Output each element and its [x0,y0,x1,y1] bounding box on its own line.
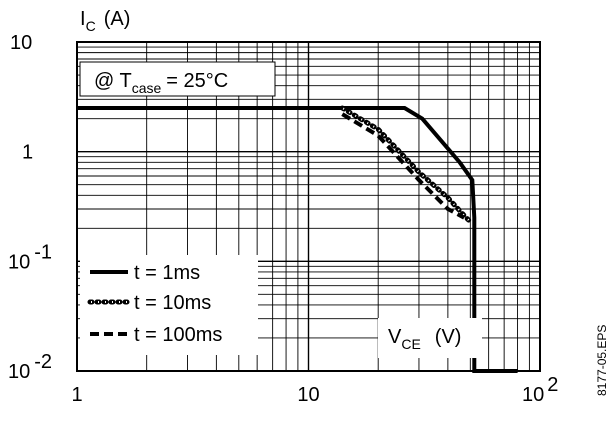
y-axis-label: IC (A) [80,8,130,34]
legend: t = 1ms t = 10ms t = 100ms [80,255,258,355]
side-file-label: 8177-05.EPS [595,325,609,396]
y-tick-label: 10 -1 [8,241,52,273]
series-line-10ms-inner [341,107,471,223]
legend-label-1ms: t = 1ms [134,262,200,284]
legend-label-100ms: t = 100ms [134,324,222,346]
y-tick-label: 1 [22,142,33,164]
x-axis-label-box: VCE (V) [378,318,482,358]
series-line-100ms [341,112,466,220]
grid [77,42,540,371]
legend-label-10ms: t = 10ms [134,292,211,314]
x-tick-labels: 1 10 10 2 [71,374,558,406]
y-tick-labels: 10 1 10-1 10-2 [8,32,52,383]
annotation-box: @ Tcase = 25°C [79,61,276,97]
y-tick-label: 10 [10,32,32,54]
x-tick-label: 10 2 [522,374,558,406]
x-tick-label: 1 [71,384,82,406]
plot-frame [76,41,541,372]
x-axis-label: VCE (V) [388,326,461,352]
x-tick-label: 10 [297,384,319,406]
y-tick-label: 10 -2 [8,351,52,383]
annotation-text: @ Tcase = 25°C [94,70,228,96]
